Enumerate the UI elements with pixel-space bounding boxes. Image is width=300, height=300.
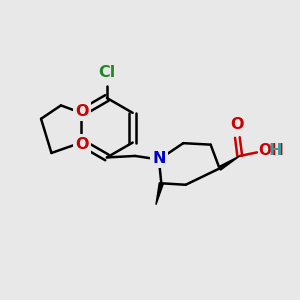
- Text: OH: OH: [259, 143, 284, 158]
- Text: O: O: [231, 117, 244, 132]
- Polygon shape: [156, 183, 163, 205]
- Text: O: O: [75, 136, 88, 152]
- Text: Cl: Cl: [98, 65, 116, 80]
- Polygon shape: [218, 156, 240, 170]
- Text: H: H: [269, 142, 282, 158]
- Text: N: N: [152, 151, 166, 166]
- Text: O: O: [75, 104, 88, 119]
